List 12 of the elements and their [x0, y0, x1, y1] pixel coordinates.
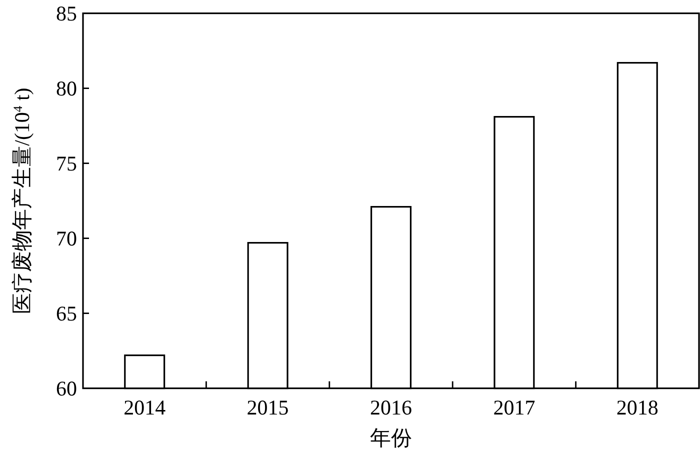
x-tick-label: 2015 — [246, 395, 289, 420]
x-tick-label: 2017 — [493, 395, 536, 420]
y-tick-label: 80 — [56, 76, 77, 100]
x-axis-title: 年份 — [370, 426, 412, 449]
y-tick-label: 65 — [56, 301, 77, 326]
x-tick-label: 2014 — [124, 395, 166, 420]
y-tick-label: 85 — [56, 1, 77, 26]
y-tick-label: 70 — [56, 226, 77, 250]
x-tick-label: 2016 — [370, 395, 412, 420]
y-tick-label: 75 — [56, 151, 77, 176]
x-tick-label: 2018 — [616, 395, 658, 420]
y-tick-label: 60 — [56, 376, 77, 400]
